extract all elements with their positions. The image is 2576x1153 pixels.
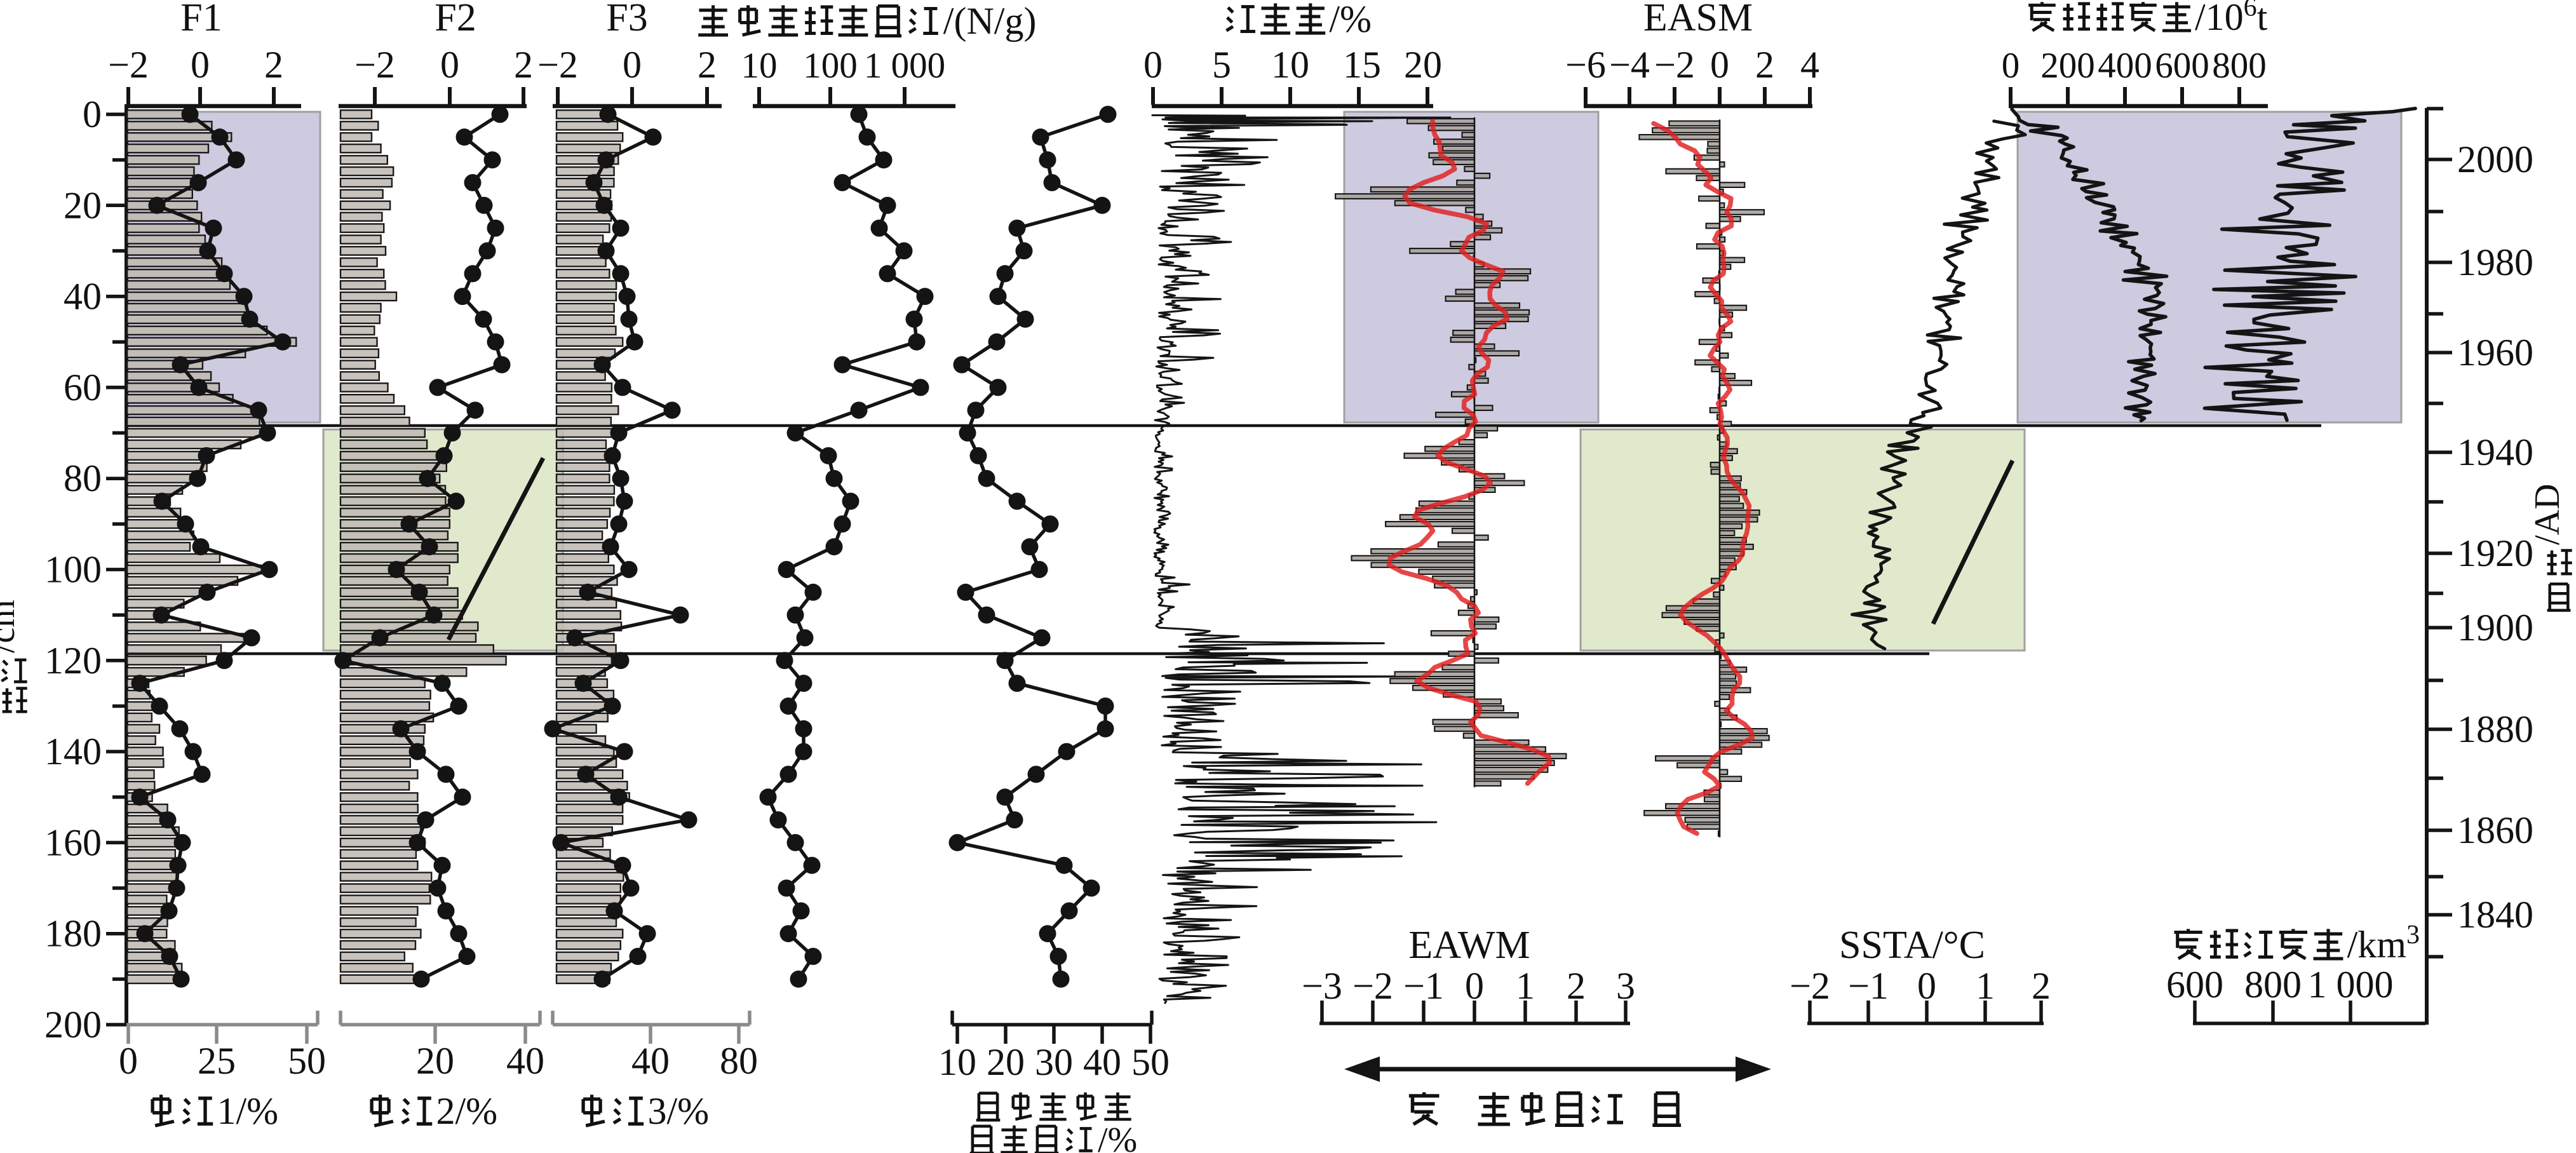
svg-text:1920: 1920 bbox=[2457, 532, 2533, 574]
svg-text:30: 30 bbox=[1035, 1041, 1073, 1083]
svg-text:0: 0 bbox=[1143, 44, 1163, 86]
svg-text:−6: −6 bbox=[1565, 44, 1606, 86]
svg-text:/%: /% bbox=[1098, 1121, 1137, 1153]
svg-text:1: 1 bbox=[1976, 965, 1995, 1007]
svg-text:1 000: 1 000 bbox=[864, 46, 945, 86]
svg-text:1 000: 1 000 bbox=[2308, 964, 2394, 1006]
svg-text:/%: /% bbox=[1329, 0, 1372, 40]
svg-text:80: 80 bbox=[64, 457, 102, 499]
svg-text:2: 2 bbox=[1567, 965, 1586, 1007]
svg-text:200: 200 bbox=[2040, 46, 2095, 86]
svg-text:−2: −2 bbox=[108, 44, 149, 86]
svg-text:1: 1 bbox=[1516, 965, 1535, 1007]
svg-text:1880: 1880 bbox=[2457, 708, 2533, 750]
svg-text:1960: 1960 bbox=[2457, 332, 2533, 374]
svg-text:3: 3 bbox=[1616, 965, 1635, 1007]
svg-text:0: 0 bbox=[191, 44, 210, 86]
svg-text:120: 120 bbox=[44, 640, 102, 682]
svg-text:140: 140 bbox=[44, 731, 102, 772]
svg-text:20: 20 bbox=[1404, 44, 1442, 86]
svg-text:/cm: /cm bbox=[0, 600, 22, 653]
svg-text:50: 50 bbox=[288, 1040, 326, 1082]
svg-text:800: 800 bbox=[2212, 46, 2267, 86]
svg-text:40: 40 bbox=[64, 276, 102, 318]
svg-text:20: 20 bbox=[64, 184, 102, 226]
svg-text:800: 800 bbox=[2244, 964, 2302, 1006]
svg-text:2: 2 bbox=[698, 44, 717, 86]
svg-text:EASM: EASM bbox=[1643, 0, 1753, 39]
svg-text:4: 4 bbox=[1800, 44, 1819, 86]
svg-text:1940: 1940 bbox=[2457, 431, 2533, 473]
svg-text:15: 15 bbox=[1343, 44, 1381, 86]
svg-text:100: 100 bbox=[44, 549, 102, 591]
svg-text:600: 600 bbox=[2166, 964, 2223, 1006]
svg-text:3/%: 3/% bbox=[648, 1090, 710, 1132]
svg-text:20: 20 bbox=[416, 1040, 454, 1082]
svg-text:10: 10 bbox=[1271, 44, 1309, 86]
svg-text:10: 10 bbox=[741, 46, 778, 86]
svg-text:5: 5 bbox=[1212, 44, 1231, 86]
svg-text:/106t: /106t bbox=[2195, 0, 2268, 38]
svg-text:−1: −1 bbox=[1403, 965, 1444, 1007]
svg-text:60: 60 bbox=[64, 367, 102, 408]
svg-text:10: 10 bbox=[938, 1041, 976, 1083]
svg-text:2000: 2000 bbox=[2457, 138, 2533, 180]
svg-text:40: 40 bbox=[1083, 1041, 1121, 1083]
svg-text:2: 2 bbox=[1755, 44, 1774, 86]
svg-text:80: 80 bbox=[720, 1040, 758, 1082]
svg-text:−2: −2 bbox=[1790, 965, 1830, 1007]
svg-text:1900: 1900 bbox=[2457, 607, 2533, 649]
svg-text:0: 0 bbox=[1710, 44, 1729, 86]
svg-text:160: 160 bbox=[44, 821, 102, 863]
svg-text:SSTA/°C: SSTA/°C bbox=[1839, 924, 1985, 967]
svg-text:/AD: /AD bbox=[2528, 484, 2567, 545]
svg-text:−3: −3 bbox=[1302, 965, 1342, 1007]
svg-text:−1: −1 bbox=[1848, 965, 1889, 1007]
svg-text:−4: −4 bbox=[1609, 44, 1650, 86]
svg-text:50: 50 bbox=[1131, 1041, 1170, 1083]
svg-text:25: 25 bbox=[198, 1040, 236, 1082]
svg-text:F2: F2 bbox=[435, 0, 476, 39]
svg-text:0: 0 bbox=[440, 44, 459, 86]
svg-text:/(N/g): /(N/g) bbox=[943, 0, 1037, 42]
svg-text:1860: 1860 bbox=[2457, 809, 2533, 851]
svg-text:40: 40 bbox=[631, 1040, 670, 1082]
svg-text:0: 0 bbox=[119, 1040, 138, 1082]
svg-text:0: 0 bbox=[1917, 965, 1936, 1007]
svg-text:−2: −2 bbox=[354, 44, 395, 86]
svg-text:400: 400 bbox=[2098, 46, 2152, 86]
svg-text:40: 40 bbox=[506, 1040, 544, 1082]
svg-text:600: 600 bbox=[2155, 46, 2209, 86]
svg-text:2: 2 bbox=[514, 44, 533, 86]
svg-text:−2: −2 bbox=[1654, 44, 1695, 86]
svg-text:F3: F3 bbox=[606, 0, 647, 39]
svg-text:−2: −2 bbox=[1352, 965, 1393, 1007]
svg-text:EAWM: EAWM bbox=[1408, 924, 1530, 967]
svg-text:1980: 1980 bbox=[2457, 241, 2533, 283]
svg-text:20: 20 bbox=[987, 1041, 1025, 1083]
svg-text:0: 0 bbox=[1465, 965, 1484, 1007]
svg-text:0: 0 bbox=[2002, 46, 2020, 86]
svg-text:−2: −2 bbox=[537, 44, 578, 86]
svg-text:2: 2 bbox=[264, 44, 283, 86]
svg-text:F1: F1 bbox=[180, 0, 222, 39]
svg-text:100: 100 bbox=[803, 46, 858, 86]
svg-text:180: 180 bbox=[44, 913, 102, 955]
svg-text:0: 0 bbox=[83, 93, 102, 135]
svg-text:1/%: 1/% bbox=[217, 1090, 279, 1132]
svg-text:1840: 1840 bbox=[2457, 894, 2533, 936]
svg-text:2/%: 2/% bbox=[436, 1090, 498, 1132]
svg-text:200: 200 bbox=[44, 1004, 102, 1046]
svg-text:2: 2 bbox=[2032, 965, 2051, 1007]
svg-text:0: 0 bbox=[623, 44, 642, 86]
